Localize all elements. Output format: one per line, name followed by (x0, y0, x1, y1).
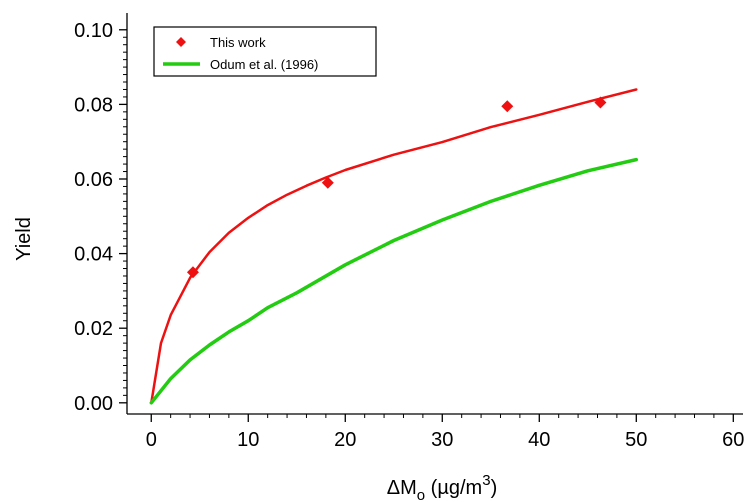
data-point-this-work (321, 176, 334, 189)
x-axis-title-suffix: ) (491, 477, 498, 499)
series-line-odum-et-al-1996 (149, 157, 639, 405)
x-axis-title-subscript: o (417, 487, 425, 502)
x-tick-label: 60 (722, 429, 744, 451)
y-tick-label: 0.08 (74, 94, 113, 116)
y-tick-label: 0.10 (74, 20, 113, 42)
series-layer (149, 88, 639, 405)
x-axis-title-prefix: ΔM (387, 477, 417, 499)
x-tick-label: 50 (625, 429, 647, 451)
x-tick-label: 10 (237, 429, 259, 451)
x-tick-label: 30 (431, 429, 453, 451)
legend-label: This work (210, 35, 266, 50)
y-tick-label: 0.02 (74, 318, 113, 340)
legend-marker-diamond (176, 37, 186, 47)
legend: This work Odum et al. (1996) (153, 26, 377, 77)
x-axis-title-superscript: 3 (482, 472, 490, 489)
x-axis-title-units: (µg/m (425, 477, 482, 499)
x-tick-label: 40 (528, 429, 550, 451)
y-tick-label: 0.04 (74, 244, 113, 266)
series-line-this-work-fit (150, 88, 638, 405)
ticks: 0 10 20 30 40 50 60 0.00 0.02 0.04 0.06 0.08 0.10 (74, 20, 744, 451)
y-tick-label: 0.00 (74, 393, 113, 415)
axes (126, 13, 743, 415)
x-tick-label: 20 (334, 429, 356, 451)
x-tick-label: 0 (146, 429, 157, 451)
legend-box (153, 26, 377, 77)
data-point-this-work (501, 100, 514, 113)
y-tick-label: 0.06 (74, 169, 113, 191)
legend-label: Odum et al. (1996) (210, 57, 318, 72)
x-axis-title: ΔMo (µg/m3) (387, 472, 497, 502)
y-axis-title: Yield (13, 217, 35, 261)
